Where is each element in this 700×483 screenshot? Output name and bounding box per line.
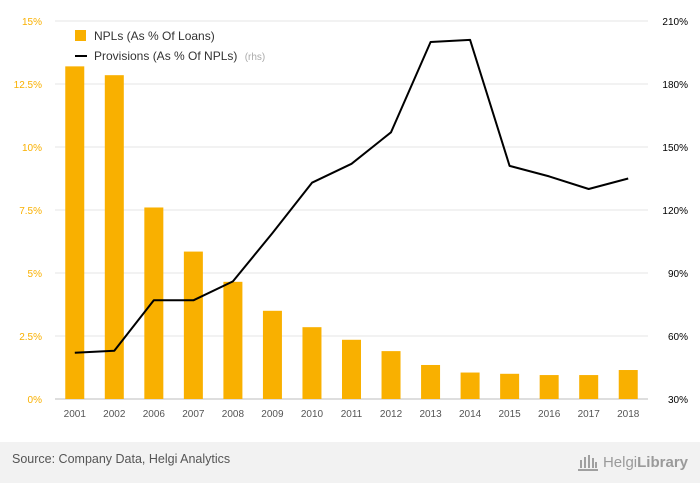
x-tick-label: 2001 <box>64 409 87 420</box>
x-tick-label: 2009 <box>261 409 284 420</box>
legend-provisions-name: Provisions (As % Of NPLs) <box>94 49 241 63</box>
logo-text: HelgiLibrary <box>602 453 688 471</box>
npl-bar <box>500 373 520 399</box>
npl-bar <box>460 372 480 399</box>
x-tick-label: 2014 <box>459 409 482 420</box>
npl-bar <box>618 370 638 399</box>
npl-bar <box>539 375 559 399</box>
npl-bar <box>262 310 282 399</box>
legend-rhs-suffix: (rhs) <box>245 52 266 63</box>
source-note: Source: Company Data, Helgi Analytics <box>12 452 231 466</box>
legend-provisions-label: Provisions (As % Of NPLs) (rhs) <box>94 49 265 63</box>
provisions-line <box>74 38 629 354</box>
legend-npl-label: NPLs (As % Of Loans) <box>94 29 215 43</box>
x-tick-label: 2017 <box>578 409 601 420</box>
x-tick-label: 2015 <box>499 409 522 420</box>
x-tick-label: 2013 <box>419 409 442 420</box>
x-tick-label: 2016 <box>538 409 561 420</box>
footer: Source: Company Data, Helgi Analytics He… <box>0 442 700 483</box>
y-right-tick-label: 60% <box>668 332 688 343</box>
npl-bar <box>579 375 599 399</box>
y-left-tick-label: 2.5% <box>19 332 42 343</box>
y-right-tick-label: 210% <box>662 17 688 28</box>
npl-bar <box>421 364 441 399</box>
helgi-library-logo[interactable]: HelgiLibrary <box>577 450 688 474</box>
x-tick-label: 2010 <box>301 409 324 420</box>
y-left-tick-label: 12.5% <box>14 80 42 91</box>
npl-bar <box>223 281 243 399</box>
npl-bar <box>183 251 203 399</box>
y-left-tick-label: 15% <box>22 17 42 28</box>
x-tick-label: 2008 <box>222 409 245 420</box>
npl-bar <box>342 339 361 399</box>
y-right-tick-label: 180% <box>662 80 688 91</box>
y-left-tick-label: 7.5% <box>19 206 42 217</box>
npl-bar <box>302 327 322 399</box>
y-left-tick-label: 10% <box>22 143 42 154</box>
x-tick-label: 2012 <box>380 409 403 420</box>
y-right-tick-label: 90% <box>668 269 688 280</box>
y-left-tick-label: 5% <box>28 269 43 280</box>
x-tick-label: 2011 <box>341 409 363 420</box>
npl-bar <box>381 351 401 399</box>
x-tick-label: 2018 <box>617 409 640 420</box>
x-tick-label: 2006 <box>143 409 166 420</box>
y-left-tick-label: 0% <box>28 395 43 406</box>
y-right-tick-label: 120% <box>662 206 688 217</box>
npl-bar <box>144 207 164 399</box>
npl-bar <box>65 66 85 400</box>
chart: 0% 30% 2.5% 60% 5% 90% 7.5% 120% 10% 150% 12.5% 180… <box>14 17 688 420</box>
y-right-tick-label: 30% <box>668 395 688 406</box>
npl-bar <box>104 75 124 400</box>
x-tick-label: 2002 <box>103 409 126 420</box>
y-right-tick-label: 150% <box>662 143 688 154</box>
legend-npl-swatch <box>75 30 86 41</box>
x-tick-label: 2007 <box>182 409 205 420</box>
library-building-icon <box>577 455 598 471</box>
